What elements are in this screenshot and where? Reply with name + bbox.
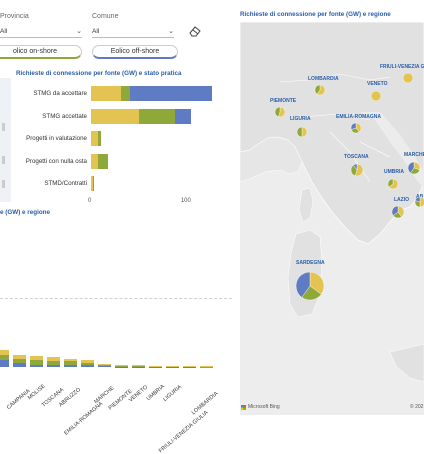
map-title: Richieste di connessione per fonte (GW) … [240, 11, 391, 18]
pie-slice[interactable] [420, 197, 424, 207]
bar-segment[interactable] [91, 86, 121, 101]
bar-category-label: STMG da accettare [14, 90, 87, 97]
region-bar-segment[interactable] [30, 360, 43, 365]
region-bar-segment[interactable] [47, 365, 60, 367]
region-bar-segment[interactable] [81, 360, 94, 362]
map-pie-chart[interactable] [350, 163, 364, 177]
region-bar-segment[interactable] [47, 361, 60, 365]
map-overlay: LOMBARDIA FRIULI-VENEZIA GIU PIEMONTE VENET… [240, 22, 424, 415]
pie-slice[interactable] [302, 127, 307, 137]
bar-category-label: STMD/Contratti [14, 180, 87, 187]
bar-category-label: Progetti con nulla osta [14, 158, 87, 165]
bar-category-label: Progetti in valutazione [14, 135, 87, 142]
bar-segment[interactable] [121, 86, 130, 101]
map-pie-chart[interactable] [370, 90, 382, 102]
map-pie-chart[interactable] [274, 106, 286, 118]
map-attribution: Microsoft Bing [248, 404, 280, 410]
region-bar-segment[interactable] [64, 359, 77, 361]
region-chart-title: e (GW) e regione [0, 209, 50, 216]
map-region-label: LOMBARDIA [308, 76, 339, 82]
bar-segment[interactable] [98, 154, 107, 169]
x-tick-label: 0 [88, 198, 91, 204]
region-bar-segment[interactable] [149, 366, 162, 367]
bar-segment[interactable] [175, 109, 192, 124]
map-region-label: LAZIO [394, 197, 409, 203]
slicer-panel-strip [0, 78, 11, 202]
comune-filter-label: Comune [92, 13, 118, 20]
microsoft-bing-logo: Microsoft Bing [241, 404, 280, 410]
map-region-label: FRIULI-VENEZIA GIU [380, 64, 424, 70]
chevron-down-icon: ⌄ [168, 27, 174, 35]
pie-slice[interactable] [371, 91, 381, 101]
region-bar-segment[interactable] [0, 360, 9, 367]
map-region-label: EMILIA-ROMAGNA [336, 114, 381, 120]
region-bar-segment[interactable] [0, 355, 9, 360]
region-bar-segment[interactable] [81, 365, 94, 367]
onshore-toggle-label: olico on-shore [13, 48, 57, 55]
region-bar-segment[interactable] [30, 356, 43, 360]
bar-segment[interactable] [93, 176, 94, 191]
map-region-label: MARCHE [404, 152, 424, 158]
region-bar-segment[interactable] [64, 365, 77, 367]
provincia-select-value: All [0, 28, 7, 35]
comune-select[interactable]: All ⌄ [92, 25, 174, 38]
status-bar-chart: STMG da accettare STMG accettate Progetti … [14, 84, 232, 204]
map-region-label: SARDEGNA [296, 260, 325, 266]
map-pie-chart[interactable] [407, 161, 421, 175]
region-bar-segment[interactable] [13, 359, 26, 364]
region-bar-segment[interactable] [115, 366, 128, 367]
eraser-icon[interactable] [188, 24, 202, 38]
map-pie-chart[interactable] [350, 122, 362, 134]
map-region-label: TOSCANA [344, 154, 369, 160]
region-bar-segment[interactable] [115, 365, 128, 366]
region-bar-segment[interactable] [13, 363, 26, 367]
region-bar-segment[interactable] [64, 361, 77, 365]
region-x-label: EMILIA-ROMAGNA [63, 401, 104, 437]
provincia-filter-label: Provincia [0, 13, 29, 20]
bar-segment[interactable] [98, 131, 102, 146]
bar-segment[interactable] [139, 109, 174, 124]
map-region-label: VENETO [367, 81, 387, 87]
gridline [0, 298, 232, 299]
region-x-label: FRIULI-VENEZIA GIULIA [157, 410, 208, 454]
region-x-label: CAMPANIA [5, 388, 31, 411]
map-region-label: LIGURIA [290, 116, 311, 122]
bar-chart-title: Richieste di connessione per fonte (GW) … [16, 70, 182, 77]
pie-slice[interactable] [403, 73, 413, 83]
chevron-down-icon: ⌄ [76, 27, 82, 35]
region-bar-segment[interactable] [98, 366, 111, 367]
region-bar-segment[interactable] [0, 350, 9, 355]
map-copyright: © 202 [410, 404, 423, 410]
region-bar-segment[interactable] [98, 365, 111, 366]
region-bar-segment[interactable] [30, 365, 43, 367]
provincia-select[interactable]: All ⌄ [0, 25, 82, 38]
map-region-label: UMBRIA [384, 169, 404, 175]
x-tick-label: 100 [181, 198, 191, 204]
onshore-toggle-button[interactable]: olico on-shore [0, 45, 82, 59]
bar-category-label: STMG accettate [14, 113, 87, 120]
bar-segment[interactable] [91, 154, 98, 169]
region-bar-segment[interactable] [81, 363, 94, 365]
region-bar-segment[interactable] [13, 355, 26, 359]
map-pie-chart[interactable] [391, 205, 405, 219]
bar-segment[interactable] [91, 109, 139, 124]
map-pie-chart[interactable] [314, 84, 326, 96]
map-pie-chart[interactable] [414, 196, 424, 208]
pie-slice[interactable] [297, 127, 302, 137]
comune-select-value: All [92, 28, 99, 35]
region-bar-segment[interactable] [98, 364, 111, 365]
offshore-toggle-button[interactable]: Eolico off-shore [92, 45, 178, 59]
map-pie-chart[interactable] [295, 271, 325, 301]
map-pie-chart[interactable] [296, 126, 308, 138]
region-bar-segment[interactable] [132, 365, 145, 366]
region-bar-segment[interactable] [47, 357, 60, 361]
map-pie-chart[interactable] [402, 72, 414, 84]
region-bar-segment[interactable] [132, 366, 145, 367]
offshore-toggle-label: Eolico off-shore [111, 48, 160, 55]
bar-segment[interactable] [130, 86, 212, 101]
map-region-label: PIEMONTE [270, 98, 296, 104]
map-pie-chart[interactable] [387, 178, 399, 190]
region-bar-segment[interactable] [149, 366, 162, 367]
